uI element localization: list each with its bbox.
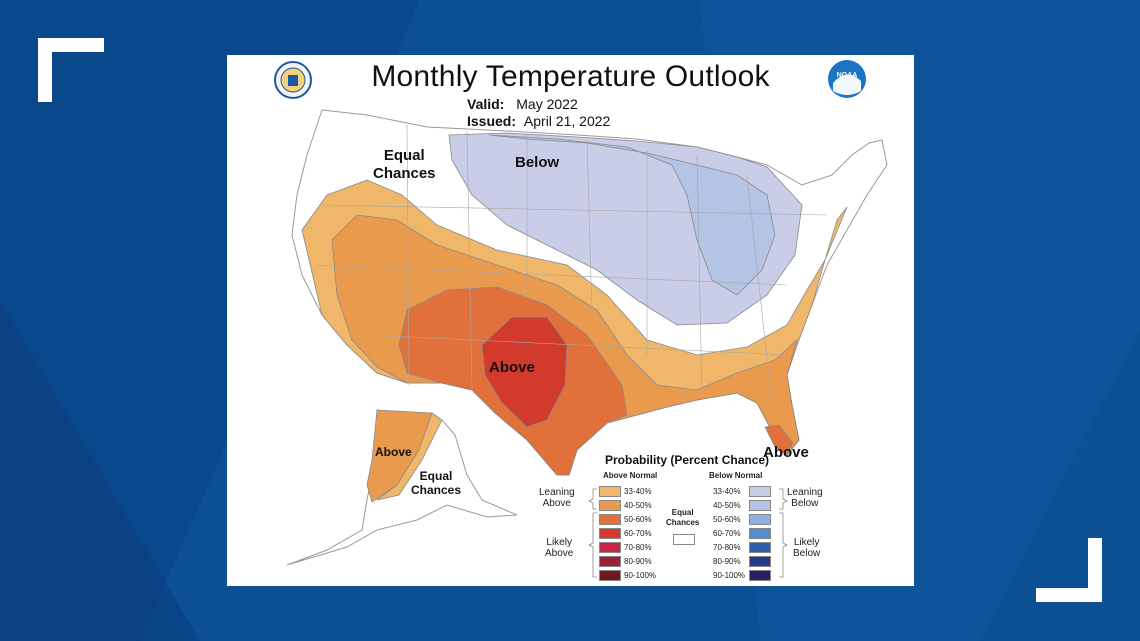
legend-braces [588, 488, 788, 578]
above-south-label: Above [489, 359, 535, 376]
above-60-70-region [481, 316, 568, 428]
legend-above-item-swatch [599, 486, 621, 497]
svg-text:NOAA: NOAA [837, 72, 858, 79]
legend-above-item-swatch [599, 500, 621, 511]
legend-above-item-label: 40-50% [624, 501, 652, 510]
us-map [286, 109, 888, 566]
legend-below-item-swatch [749, 556, 771, 567]
legend-above-item-swatch [599, 542, 621, 553]
legend-below-item-label: 50-60% [713, 515, 741, 524]
below-label: Below [515, 154, 560, 171]
equal-chances-alaska-label: Equal Chances [411, 469, 462, 497]
issued-label: Issued: [467, 113, 517, 129]
equal-chances-swatch [673, 534, 695, 545]
corner-bracket-bottom-right [1036, 538, 1102, 602]
likely-above-label: Likely Above [545, 537, 574, 559]
legend-above-item-label: 50-60% [624, 515, 652, 524]
below-40-50-region [488, 134, 776, 296]
valid-label: Valid: [467, 96, 505, 112]
legend-above-item-swatch [599, 514, 621, 525]
legend-below-item-label: 60-70% [713, 529, 741, 538]
legend-above-item-label: 60-70% [624, 529, 652, 538]
outlook-map-panel: Monthly Temperature Outlook Valid: May 2… [227, 55, 914, 586]
corner-bracket-top-left [38, 38, 104, 102]
legend-above-item-label: 70-80% [624, 543, 652, 552]
legend-below-item-swatch [749, 500, 771, 511]
noaa-logo-icon: NOAA [828, 60, 866, 98]
legend-below-item-swatch [749, 542, 771, 553]
legend-below-item-label: 80-90% [713, 557, 741, 566]
issued-line: Issued: April 21, 2022 [467, 113, 610, 129]
commerce-seal-icon [274, 61, 312, 99]
legend-above-item-label: 33-40% [624, 487, 652, 496]
above-alaska-label: Above [375, 445, 412, 459]
legend-above-item-swatch [599, 528, 621, 539]
leaning-above-label: Leaning Above [539, 487, 575, 509]
issued-value: April 21, 2022 [523, 113, 611, 129]
legend-below-item-swatch [749, 514, 771, 525]
legend-below-item-label: 33-40% [713, 487, 741, 496]
likely-below-label: Likely Below [793, 537, 821, 559]
leaning-below-label: Leaning Below [787, 487, 823, 509]
legend-below-header: Below Normal [709, 471, 763, 480]
equal-chances-north-label: Equal Chances [373, 147, 436, 182]
legend-title: Probability (Percent Chance) [605, 453, 770, 467]
map-title: Monthly Temperature Outlook [371, 60, 770, 93]
legend-above-item-label: 90-100% [624, 571, 657, 580]
legend-below-item-swatch [749, 528, 771, 539]
legend-above-header: Above Normal [603, 471, 658, 480]
valid-value: May 2022 [516, 96, 578, 112]
legend-below-item-swatch [749, 486, 771, 497]
legend-below-item-label: 90-100% [713, 571, 746, 580]
above-florida-label: Above [763, 444, 809, 461]
legend-below-item-label: 40-50% [713, 501, 741, 510]
equal-chances-legend-label: Equal Chances [666, 508, 700, 527]
legend-above-item-swatch [599, 570, 621, 581]
above-florida-tip [764, 424, 794, 456]
legend-below-item-label: 70-80% [713, 543, 741, 552]
valid-line: Valid: May 2022 [467, 96, 578, 112]
legend-above-item-swatch [599, 556, 621, 567]
legend-above-item-label: 80-90% [624, 557, 652, 566]
alaska-above-33-40-region [376, 412, 443, 501]
legend-below-item-swatch [749, 570, 771, 581]
